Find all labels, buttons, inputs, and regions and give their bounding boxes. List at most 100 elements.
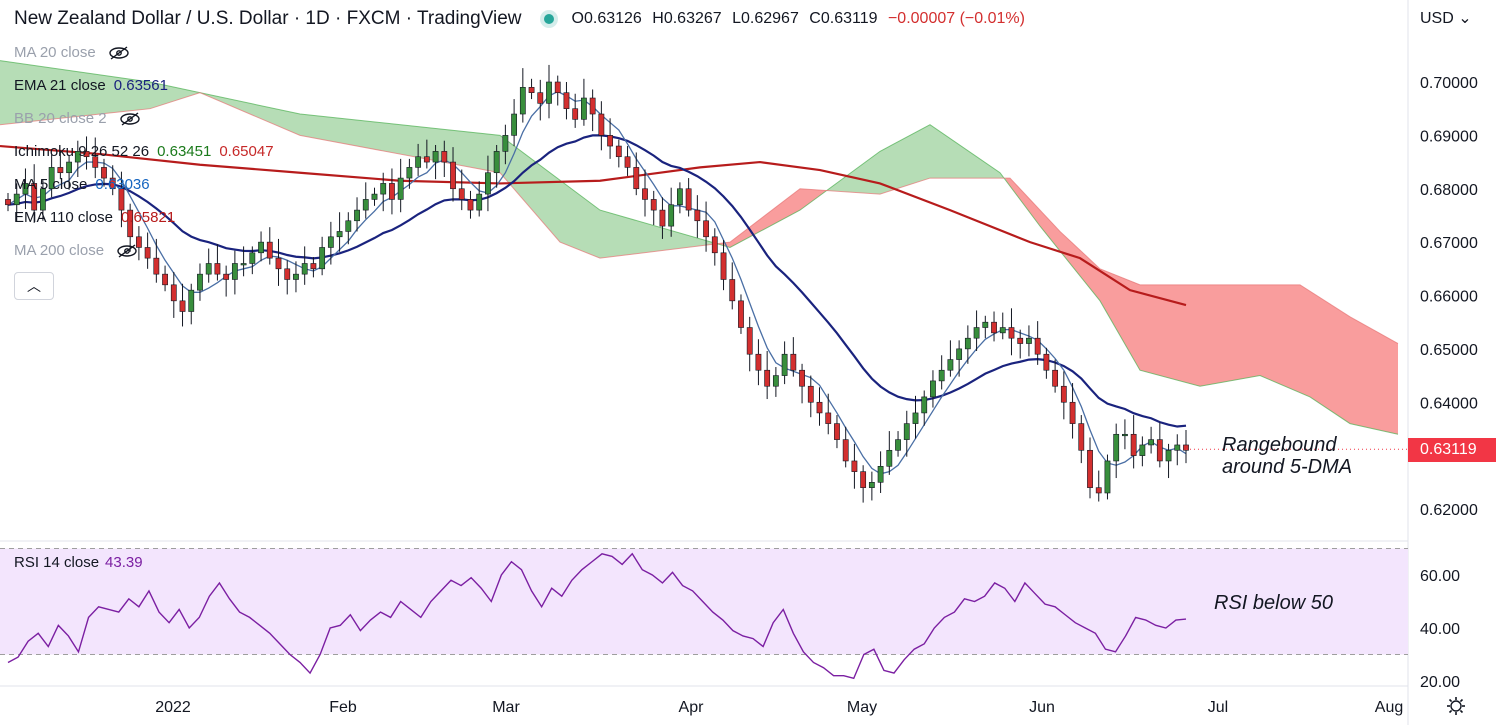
candle-body [973,327,980,339]
legend-row[interactable]: EMA 110 close 0.65821 [14,209,175,226]
legend-row[interactable]: EMA 21 close 0.63561 [14,77,168,94]
legend-row[interactable]: MA 20 close [14,44,130,61]
candle-body [275,257,282,270]
gear-icon[interactable] [1446,696,1466,716]
candle-body [799,369,805,387]
candle-body [345,220,352,232]
time-tick-label: May [847,699,877,716]
candle-body [895,439,901,451]
candle-body [1008,327,1015,339]
close-value: C0.63119 [809,10,878,27]
candle-body [921,396,928,414]
eye-off-icon[interactable] [119,111,141,126]
eye-off-icon[interactable] [116,243,138,258]
candle-body [729,279,736,302]
candle-body [485,172,491,195]
candle-body [493,151,500,174]
candle-body [886,449,893,467]
candle-body [1130,433,1137,456]
candle-body [964,337,971,350]
legend-row[interactable]: BB 20 close 2 [14,110,141,127]
cloud-segment [718,188,828,248]
candle-body [354,209,360,222]
candle-body [546,81,552,104]
candle-body [249,252,256,264]
candles [5,64,1189,503]
candle-body [197,273,203,291]
cloud-segment [1006,178,1398,435]
collapse-legend-button[interactable]: ︿ [14,272,54,300]
eye-off-icon[interactable] [108,45,130,60]
legend-name: EMA 21 close [14,77,106,94]
legend-value-2: 0.65047 [219,143,274,160]
candle-body [642,188,648,200]
candle-body [903,423,910,440]
candle-body [842,439,849,462]
candle-body [572,108,579,120]
price-tick-label: 0.66000 [1420,289,1478,306]
candle-body [135,236,142,248]
current-price-tag: 0.63119 [1408,438,1496,462]
candle-body [1078,423,1085,451]
candle-body [912,412,919,424]
market-status-icon [543,14,554,24]
candle-body [860,471,867,488]
time-tick-label: Jul [1208,699,1228,716]
ema21-line [7,134,1187,428]
candle-body [144,247,151,259]
rsi-legend-name: RSI 14 close [14,554,100,571]
candle-body [40,188,46,211]
candle-body [676,188,683,206]
candle-body [528,87,535,93]
candle-body [624,156,631,168]
price-tick-label: 0.65000 [1420,342,1478,359]
time-tick-label: Mar [492,699,520,716]
ohlc-readout: O0.63126 H0.63267 L0.62967 C0.63119 −0.0… [572,10,1031,28]
price-tick-label: 0.69000 [1420,128,1478,145]
candle-body [781,353,788,376]
candle-body [179,300,186,312]
high-value: H0.63267 [652,10,722,27]
legend-name: EMA 110 close [14,209,113,226]
candle-body [83,151,90,158]
change-value: −0.00007 (−0.01%) [887,10,1025,27]
candle-body [720,252,727,280]
legend-row[interactable]: MA 5 close 0.63036 [14,176,150,193]
currency-selector[interactable]: USD ⌄ [1420,8,1472,28]
candle-body [877,465,884,483]
candle-body [188,289,195,312]
open-value: O0.63126 [571,10,642,27]
candle-body [807,385,814,403]
candle-body [589,97,596,115]
legend-value: 0.63036 [95,176,150,193]
rsi-tick-label: 20.00 [1420,674,1460,691]
candle-body [467,199,474,211]
candle-body [66,161,72,174]
legend-name: Ichimoku 9 26 52 26 [14,143,150,160]
candle-body [1174,444,1181,451]
time-tick-label: Aug [1375,699,1403,716]
symbol-title[interactable]: New Zealand Dollar / U.S. Dollar · 1D · … [14,8,522,29]
candle-body [327,236,334,248]
candle-body [1165,449,1172,462]
candle-body [415,156,422,168]
legend-row[interactable]: MA 200 close [14,242,138,259]
candle-body [607,135,613,147]
candle-body [755,353,762,371]
candle-body [1095,487,1102,494]
chevron-up-icon: ︿ [27,278,41,294]
rsi-line [7,552,1187,680]
legend-name: MA 200 close [14,242,105,259]
candle-body [956,348,963,360]
candle-body [703,220,709,238]
candle-body [834,423,840,440]
candle-body [92,156,99,168]
legend-row[interactable]: Ichimoku 9 26 52 26 0.63451 0.65047 [14,143,274,160]
candle-body [746,327,753,355]
candle-body [74,151,81,163]
candle-body [1113,433,1120,462]
candle-body [118,188,125,211]
candle-body [371,193,378,200]
candle-body [432,151,439,163]
